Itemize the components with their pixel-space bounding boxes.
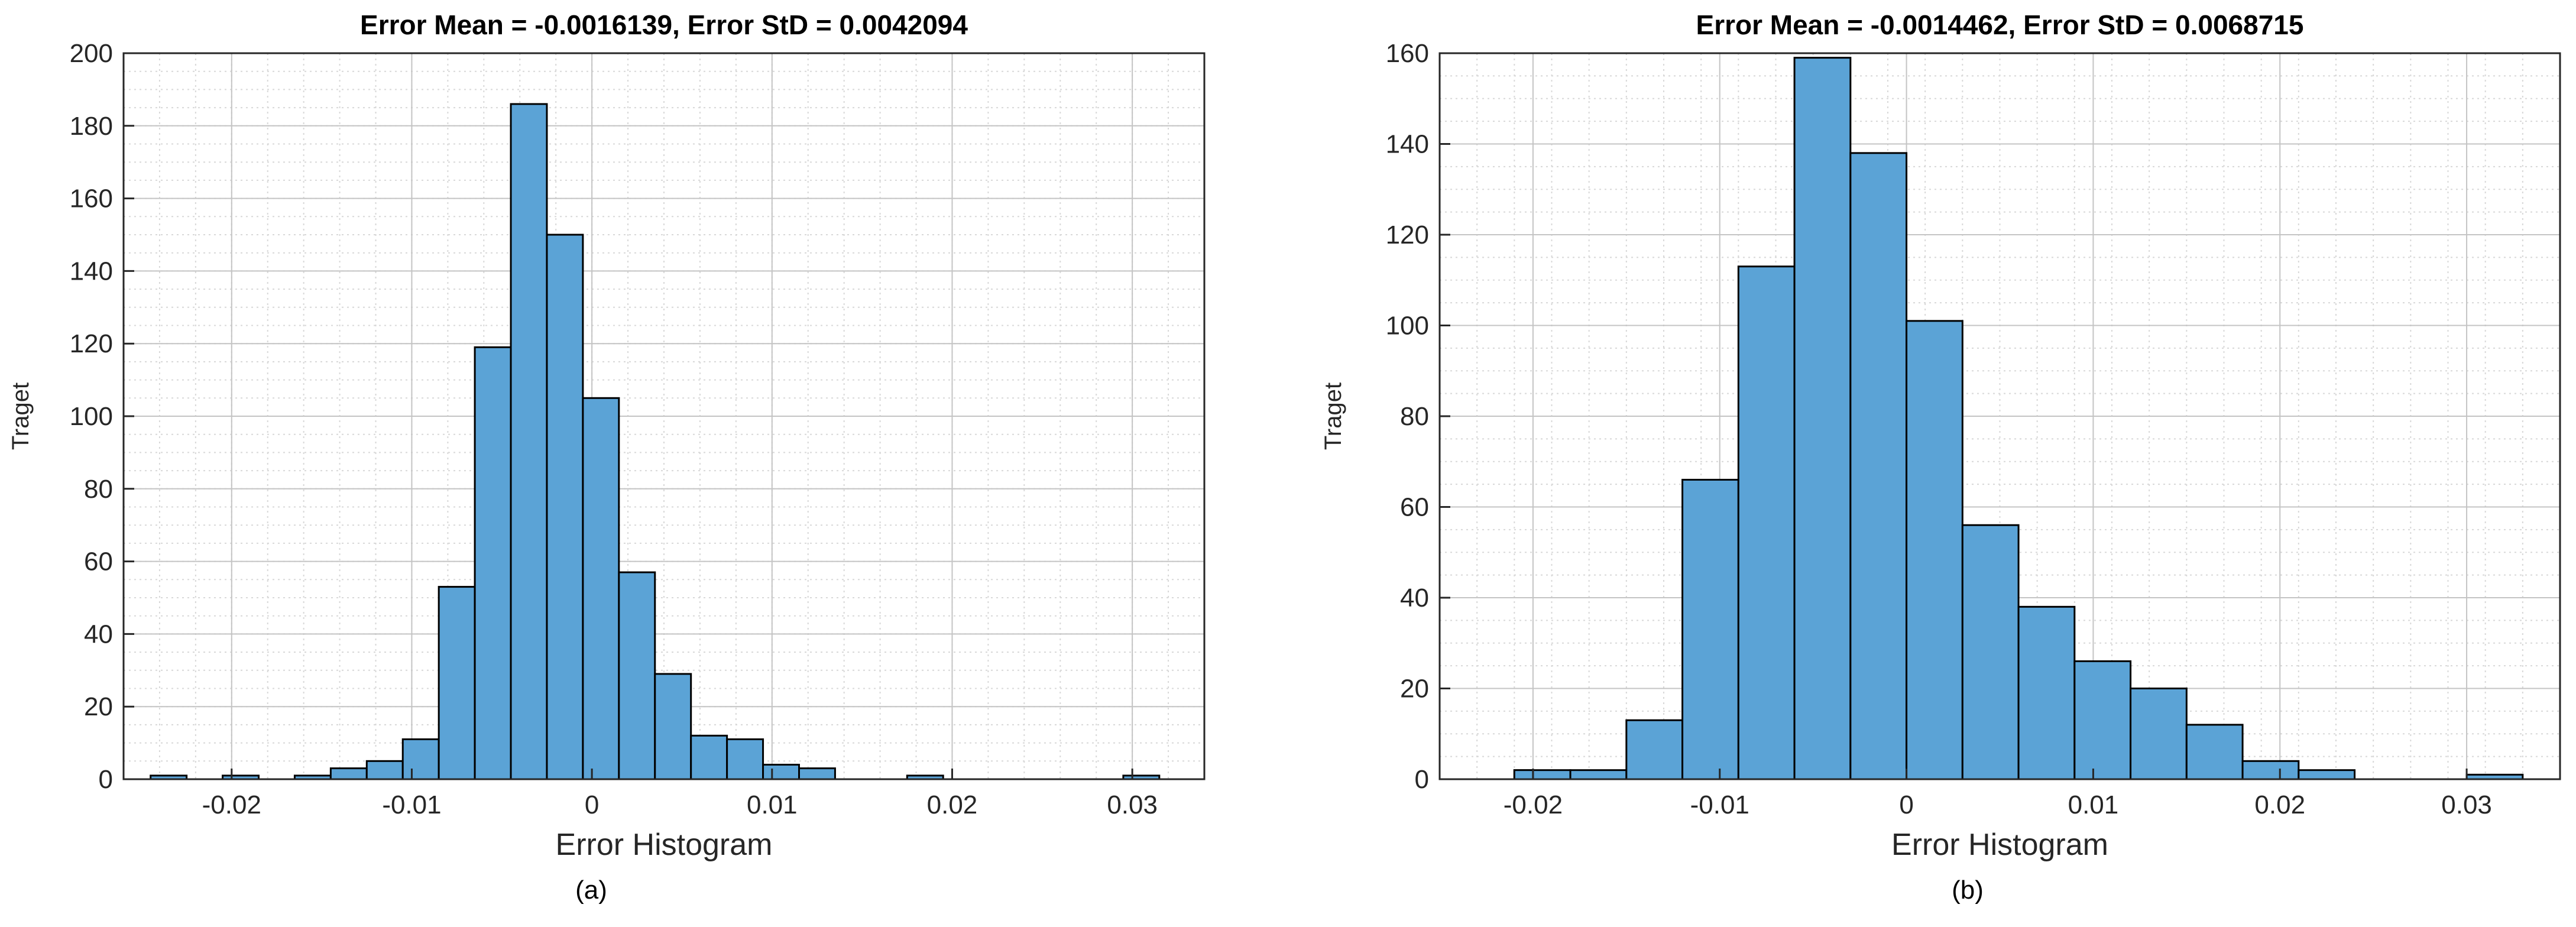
panel-caption: (a) xyxy=(575,876,607,905)
histogram-bar xyxy=(1625,719,1684,780)
x-tick-label: 0.02 xyxy=(927,790,978,819)
histogram-bar xyxy=(690,734,728,780)
histogram-bar xyxy=(582,397,620,780)
y-tick-label: 20 xyxy=(1400,675,1429,704)
histogram-bar xyxy=(546,234,584,780)
histogram-bar xyxy=(1569,769,1628,780)
y-tick-label: 160 xyxy=(1386,39,1429,68)
y-tick-label: 160 xyxy=(70,184,113,213)
x-tick-label: 0.01 xyxy=(2068,790,2119,819)
x-tick-label: -0.02 xyxy=(202,790,261,819)
y-tick-label: 180 xyxy=(70,112,113,141)
histogram-bar xyxy=(438,586,476,780)
histogram-bar xyxy=(2298,769,2356,780)
y-axis-label: Traget xyxy=(8,383,34,450)
x-tick-label: 0.03 xyxy=(1107,790,1158,819)
y-tick-label: 80 xyxy=(1400,402,1429,431)
histogram-bar xyxy=(654,673,692,780)
y-tick-label: 40 xyxy=(84,620,113,649)
x-axis-label: Error Histogram xyxy=(556,828,773,862)
histogram-bar xyxy=(2017,605,2076,780)
histogram-bar xyxy=(2185,724,2244,780)
histogram-bar xyxy=(329,767,368,780)
histogram-bar xyxy=(401,738,440,780)
chart-title: Error Mean = -0.0014462, Error StD = 0.0… xyxy=(1696,9,2304,40)
x-tick-label: -0.02 xyxy=(1504,790,1563,819)
histogram-bar xyxy=(762,763,800,780)
y-tick-label: 120 xyxy=(1386,221,1429,249)
histogram-bar xyxy=(726,738,764,780)
histogram-bar xyxy=(1513,769,1534,780)
y-tick-label: 100 xyxy=(1386,312,1429,341)
y-tick-label: 60 xyxy=(84,547,113,576)
histogram-bar xyxy=(2130,688,2188,780)
x-tick-label: 0 xyxy=(585,790,599,819)
y-tick-label: 0 xyxy=(99,765,113,794)
y-tick-label: 0 xyxy=(1415,765,1429,794)
x-tick-label: -0.01 xyxy=(1690,790,1749,819)
panel-caption: (b) xyxy=(1952,876,1984,905)
x-tick-label: 0 xyxy=(1899,790,1913,819)
chart-title: Error Mean = -0.0016139, Error StD = 0.0… xyxy=(360,9,968,40)
histogram-bar xyxy=(510,103,548,780)
histogram-bar xyxy=(2073,660,2132,780)
y-tick-label: 200 xyxy=(70,39,113,68)
histogram-bar xyxy=(618,571,656,780)
histogram-bar xyxy=(365,760,404,780)
y-tick-label: 120 xyxy=(70,329,113,358)
y-axis-label: Traget xyxy=(1320,383,1346,450)
x-axis-label: Error Histogram xyxy=(1891,828,2108,862)
histogram-bar xyxy=(1906,320,1963,780)
y-tick-label: 80 xyxy=(84,475,113,504)
histogram-bar xyxy=(798,767,836,780)
x-tick-label: 0.03 xyxy=(2441,790,2492,819)
histogram-bar xyxy=(474,346,512,780)
y-tick-label: 60 xyxy=(1400,493,1429,522)
histogram-bar xyxy=(1961,524,2020,780)
x-tick-label: -0.01 xyxy=(382,790,441,819)
histogram-bar xyxy=(1681,478,1739,780)
x-tick-label: 0.02 xyxy=(2254,790,2305,819)
y-tick-label: 40 xyxy=(1400,584,1429,612)
histogram-bar xyxy=(1793,57,1852,780)
chart-panel-b: -0.02 -0.01 0 0.01 0.02 0.03 0 20 40 60 80 100 120 14… xyxy=(1320,9,2561,905)
histogram-bar xyxy=(2241,760,2300,780)
y-tick-label: 140 xyxy=(70,257,113,286)
x-tick-label: 0.01 xyxy=(747,790,798,819)
chart-panel-a: -0.02 -0.01 0 0.01 0.02 0.03 0 20 40 60 80 100 120 14… xyxy=(8,9,1206,905)
y-tick-label: 140 xyxy=(1386,130,1429,159)
y-tick-label: 100 xyxy=(70,402,113,431)
histogram-bar xyxy=(1849,152,1908,780)
y-tick-label: 20 xyxy=(84,692,113,721)
histogram-bar xyxy=(1737,265,1796,780)
